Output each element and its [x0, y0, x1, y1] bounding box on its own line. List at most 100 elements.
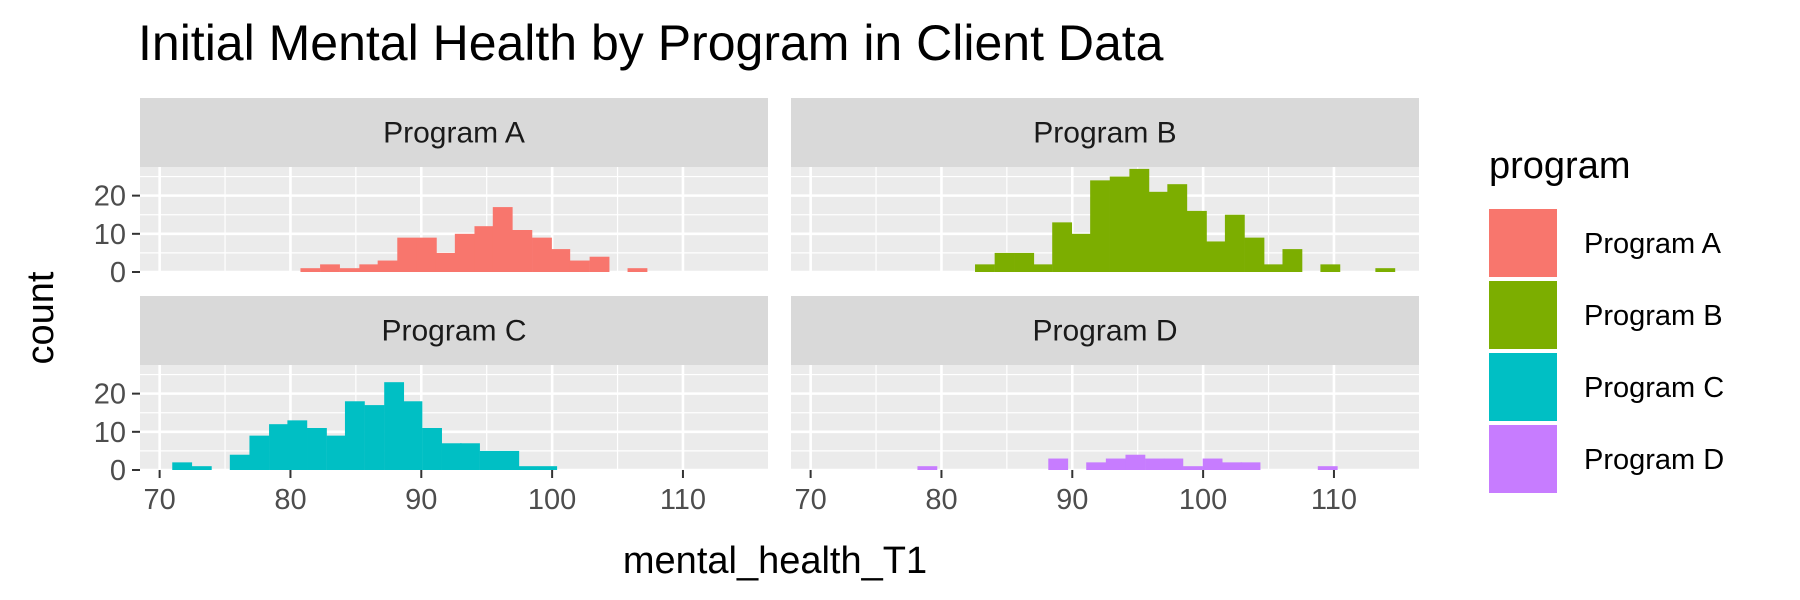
histogram-bar: [479, 450, 500, 470]
x-tick-label: 100: [528, 484, 576, 516]
histogram-bar: [537, 466, 558, 470]
bars-program-d: [917, 454, 1338, 470]
y-axis-title: count: [20, 271, 62, 364]
panel-program-c: Program C 0 10 20: [94, 296, 768, 487]
histogram-bar: [1109, 176, 1130, 272]
histogram-bar: [1262, 264, 1283, 272]
x-tick-label: 70: [143, 484, 175, 516]
histogram-bar: [1202, 458, 1223, 470]
y-tick-label: 10: [94, 417, 126, 449]
panel-program-b: Program B: [791, 98, 1419, 274]
histogram-bar: [1014, 252, 1035, 272]
histogram-bar: [1320, 264, 1341, 272]
strip-label-program-a: Program A: [383, 117, 525, 150]
legend-label-program-d: Program D: [1584, 444, 1724, 476]
histogram-bar: [1282, 249, 1303, 272]
histogram-bar: [1090, 180, 1110, 272]
legend-item-program-a: Program A: [1489, 209, 1722, 277]
chart-title: Initial Mental Health by Program in Clie…: [138, 15, 1164, 71]
histogram-bar: [1317, 466, 1338, 470]
histogram-bar: [1183, 466, 1203, 470]
histogram-bar: [512, 230, 533, 272]
x-tick-label: 90: [1056, 484, 1088, 516]
histogram-bar: [307, 428, 327, 470]
histogram-bar: [1125, 454, 1146, 470]
histogram-bar: [397, 237, 418, 272]
histogram-bar: [1129, 168, 1150, 272]
y-tick-label: 20: [94, 379, 126, 411]
legend-swatch-program-b: [1489, 281, 1557, 349]
panel-program-a: Program A 0 10 20: [94, 98, 768, 289]
legend: program Program A Program B Program C Progr…: [1489, 145, 1724, 493]
histogram-bar: [492, 207, 513, 272]
histogram-bar: [1048, 458, 1069, 470]
strip-program-b: [791, 98, 1419, 167]
histogram-bar: [1145, 458, 1165, 470]
x-tick-label: 70: [794, 484, 826, 516]
histogram-bar: [1086, 462, 1107, 470]
histogram-bar: [339, 268, 360, 272]
histogram-bar: [300, 268, 321, 272]
histogram-bar: [344, 401, 365, 470]
legend-title: program: [1489, 145, 1631, 187]
bars-program-a: [300, 207, 648, 272]
histogram-bar: [320, 264, 340, 272]
legend-item-program-d: Program D: [1489, 425, 1724, 493]
histogram-bar: [994, 252, 1015, 272]
strip-label-program-c: Program C: [381, 315, 526, 348]
x-tick-label: 90: [405, 484, 437, 516]
y-axis-program-a: 0 10 20: [94, 181, 140, 289]
x-axis-title: mental_health_T1: [623, 540, 927, 582]
histogram-bar: [1186, 210, 1207, 272]
histogram-bar: [172, 462, 193, 470]
histogram-bar: [1147, 191, 1168, 272]
legend-item-program-b: Program B: [1489, 281, 1723, 349]
histogram-bar: [287, 420, 308, 470]
strip-label-program-d: Program D: [1032, 315, 1177, 348]
histogram-bar: [627, 268, 648, 272]
strip-program-a: [140, 98, 768, 167]
gridlines-program-d: [791, 365, 1419, 472]
histogram-bar: [384, 382, 405, 470]
x-tick-label: 80: [274, 484, 306, 516]
x-tick-label: 80: [925, 484, 957, 516]
histogram-bar: [269, 424, 289, 470]
histogram-bar: [229, 454, 250, 470]
histogram-bar: [377, 260, 398, 272]
histogram-bar: [402, 401, 423, 470]
y-tick-label: 0: [110, 257, 126, 289]
histogram-bar: [499, 450, 520, 470]
histogram-bar: [1205, 241, 1226, 272]
legend-swatch-program-a: [1489, 209, 1557, 277]
bars-program-b: [975, 168, 1396, 272]
histogram-bar: [1240, 462, 1261, 470]
histogram-bar: [589, 256, 610, 272]
histogram-bar: [569, 260, 590, 272]
histogram-bar: [249, 435, 270, 470]
histogram-bar: [474, 226, 495, 272]
x-tick-label: 110: [660, 484, 706, 516]
legend-swatch-program-c: [1489, 353, 1557, 421]
x-axis-program-c: 70 80 90 100 110: [143, 470, 706, 516]
histogram-bar: [1105, 458, 1126, 470]
x-tick-label: 110: [1311, 484, 1357, 516]
histogram-bar: [1244, 237, 1265, 272]
histogram-bar: [1167, 184, 1188, 272]
gridlines-program-a: [140, 167, 768, 274]
legend-item-program-c: Program C: [1489, 353, 1724, 421]
y-tick-label: 20: [94, 181, 126, 213]
legend-label-program-c: Program C: [1584, 372, 1724, 404]
histogram-bar: [191, 466, 212, 470]
histogram-bar: [364, 405, 385, 470]
histogram-bar: [422, 428, 442, 470]
histogram-bar: [460, 443, 480, 470]
strip-program-c: [140, 296, 768, 365]
histogram-bar: [416, 237, 437, 272]
x-tick-label: 100: [1179, 484, 1227, 516]
legend-swatch-program-d: [1489, 425, 1557, 493]
histogram-bar: [1071, 233, 1092, 272]
histogram-bar: [1032, 264, 1053, 272]
histogram-bar: [1375, 268, 1396, 272]
